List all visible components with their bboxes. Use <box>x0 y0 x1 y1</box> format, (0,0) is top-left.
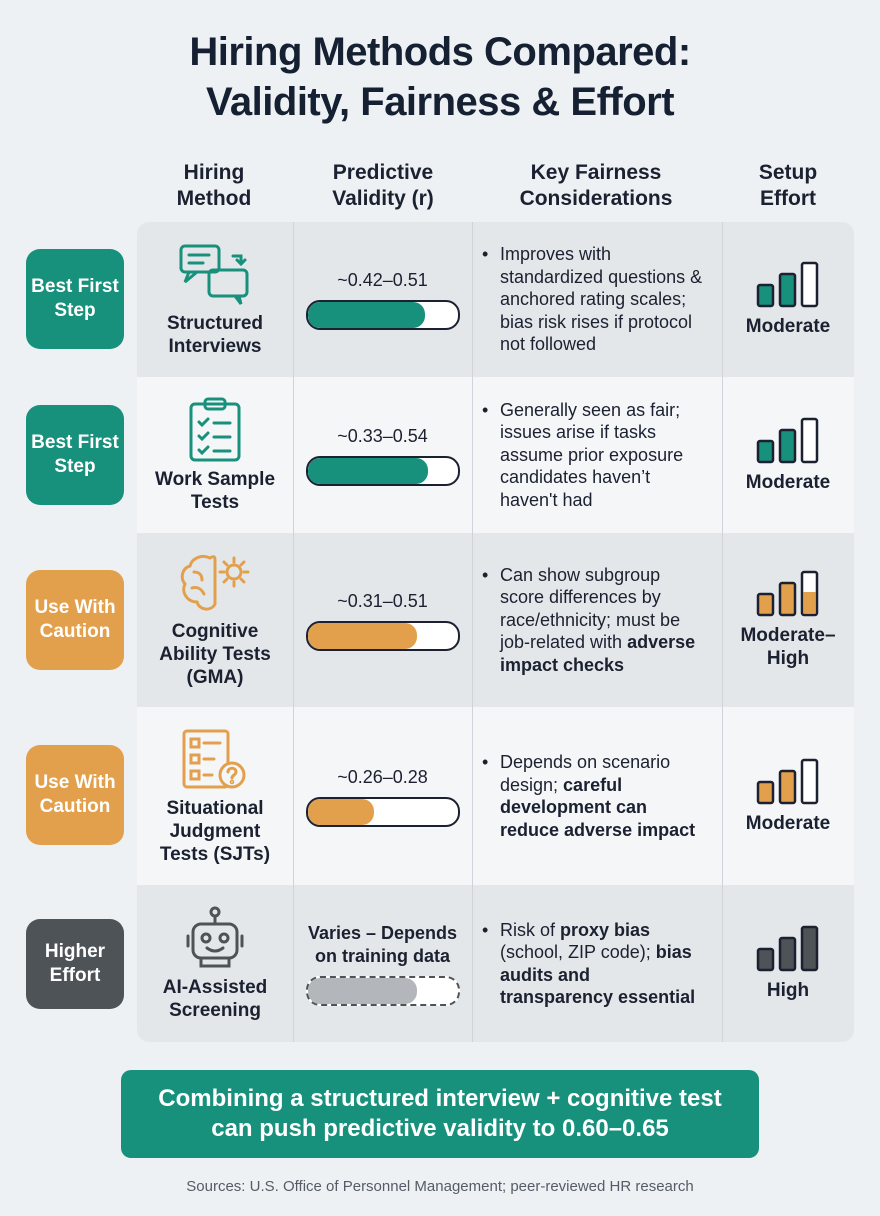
effort-icon <box>756 925 819 972</box>
validity-cell: ~0.42–0.51 <box>293 222 473 377</box>
effort-icon <box>756 261 819 308</box>
icon <box>179 244 249 305</box>
effort-cell: High <box>722 885 854 1042</box>
validity-cell: ~0.31–0.51 <box>293 533 473 707</box>
fairness-emphasis: adverse impact checks <box>500 632 696 675</box>
validity: ~0.31–0.51 <box>337 590 428 611</box>
badge: Best First Step <box>26 249 124 349</box>
fairness-cell: Risk of proxy bias (school, ZIP code); b… <box>472 885 723 1042</box>
validity-bar <box>305 300 460 330</box>
fairness: Can show subgroup score differences by r… <box>472 564 705 677</box>
validity-cell: ~0.33–0.54 <box>293 377 473 533</box>
method-name: Structured Interviews <box>166 312 264 357</box>
fairness: Depends on scenario design; careful deve… <box>472 751 705 841</box>
validity-cell: Varies – Depends on training data <box>293 885 473 1042</box>
badge: Best First Step <box>26 405 124 505</box>
method-cell: Situational Judgment Tests (SJTs) <box>137 707 294 885</box>
validity: ~0.33–0.54 <box>337 425 428 446</box>
column-header: Setup Effort <box>758 161 818 210</box>
title: Hiring Methods Compared: <box>189 30 691 74</box>
sources: Sources: U.S. Office of Personnel Manage… <box>186 1178 694 1195</box>
column-header: Predictive Validity (r) <box>332 161 434 210</box>
effort-icon <box>756 417 819 463</box>
table-row: AI-Assisted Screening Varies – Depends o… <box>137 885 854 1042</box>
fairness-emphasis: careful development can reduce adverse i… <box>500 774 696 840</box>
fairness-emphasis: proxy bias <box>560 919 651 940</box>
effort-label: Moderate <box>745 471 831 493</box>
effort-cell: Moderate <box>722 377 854 533</box>
method-cell: Work Sample Tests <box>137 377 294 533</box>
method-name: AI-Assisted Screening <box>162 976 268 1021</box>
method-name: Cognitive Ability Tests (GMA) <box>159 620 271 688</box>
badge: Use With Caution <box>26 745 124 845</box>
method-name: Situational Judgment Tests (SJTs) <box>159 797 271 865</box>
method-cell: Structured Interviews <box>137 222 294 377</box>
badge: Higher Effort <box>26 919 124 1009</box>
fairness-cell: Improves with standardized questions & a… <box>472 222 723 377</box>
effort-cell: Moderate <box>722 222 854 377</box>
icon <box>182 729 246 788</box>
validity-bar <box>305 620 460 651</box>
fairness-text: Generally seen as fair; issues arise if … <box>500 399 684 510</box>
validity-cell: ~0.26–0.28 <box>293 707 473 885</box>
callout: Combining a structured interview + cogni… <box>121 1070 759 1158</box>
fairness: Risk of proxy bias (school, ZIP code); b… <box>472 919 705 1009</box>
validity: Varies – Depends on training data <box>307 922 458 966</box>
table-row: Situational Judgment Tests (SJTs) ~0.26–… <box>137 707 854 885</box>
method-cell: AI-Assisted Screening <box>137 885 294 1042</box>
effort-label: Moderate–High <box>740 625 836 669</box>
fairness: Improves with standardized questions & a… <box>472 243 705 356</box>
icon <box>186 906 244 967</box>
bar-fill <box>307 622 417 649</box>
effort-label: High <box>766 980 810 1001</box>
icon <box>189 397 241 462</box>
fairness-cell: Depends on scenario design; careful deve… <box>472 707 723 885</box>
effort-icon <box>756 570 819 617</box>
effort-cell: Moderate–High <box>722 533 854 707</box>
effort-label: Moderate <box>745 316 831 337</box>
bar-fill <box>307 977 417 1004</box>
validity-bar <box>305 975 460 1006</box>
table-row: Cognitive Ability Tests (GMA) ~0.31–0.51… <box>137 533 854 707</box>
title: Validity, Fairness & Effort <box>205 80 675 124</box>
method-name: Work Sample Tests <box>154 469 276 513</box>
table-row: Work Sample Tests ~0.33–0.54 Generally s… <box>137 377 854 533</box>
validity: ~0.26–0.28 <box>337 766 428 787</box>
column-header: Key Fairness Considerations <box>519 161 673 210</box>
bar-fill <box>307 798 374 825</box>
fairness-cell: Generally seen as fair; issues arise if … <box>472 377 723 533</box>
effort-icon <box>756 758 819 804</box>
bar-fill <box>307 457 428 484</box>
validity: ~0.42–0.51 <box>337 270 428 290</box>
fairness-text: Depends on scenario design; <box>500 752 671 795</box>
effort-label: Moderate <box>745 812 831 834</box>
fairness-emphasis: bias audits and transparency essential <box>500 942 696 1007</box>
fairness-cell: Can show subgroup score differences by r… <box>472 533 723 707</box>
fairness: Generally seen as fair; issues arise if … <box>472 399 705 512</box>
fairness-text: Improves with standardized questions & a… <box>500 244 703 355</box>
table-row: Structured Interviews ~0.42–0.51 Improve… <box>137 222 854 377</box>
fairness-text: (school, ZIP code); <box>500 942 656 962</box>
method-cell: Cognitive Ability Tests (GMA) <box>137 533 294 707</box>
column-header: Hiring Method <box>176 161 252 210</box>
effort-cell: Moderate <box>722 707 854 885</box>
icon <box>180 554 250 610</box>
bar-fill <box>307 302 425 328</box>
badge: Use With Caution <box>26 570 124 670</box>
validity-bar <box>305 796 460 827</box>
fairness-text: Can show subgroup score differences by r… <box>500 564 681 653</box>
fairness-text: Risk of <box>500 919 561 940</box>
validity-bar <box>305 455 460 486</box>
